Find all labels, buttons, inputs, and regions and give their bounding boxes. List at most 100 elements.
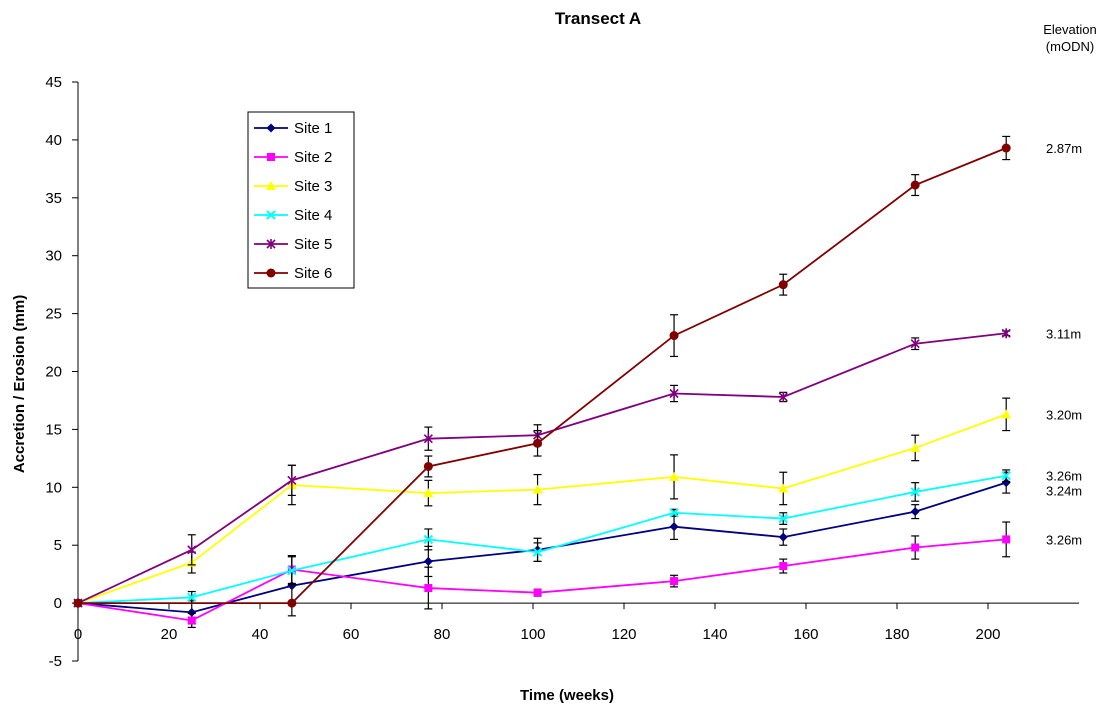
legend-item-site-3: Site 3 [254,178,332,195]
data-point [187,544,197,555]
elevation-label-site-4: 3.26m [1046,469,1082,484]
data-point [669,508,679,518]
elevation-label-site-5: 3.11m [1046,326,1081,341]
legend-label: Site 6 [294,265,332,282]
elevation-label-site-2: 3.26m [1046,532,1082,547]
y-tick-label: 15 [45,421,62,438]
legend-item-site-4: Site 4 [254,207,332,224]
data-point [669,388,679,399]
data-point [1001,471,1011,481]
series-5 [73,328,1011,609]
data-point [187,616,196,625]
plot-area [73,135,1012,629]
series-2 [74,521,1011,629]
legend-item-site-1: Site 1 [254,120,332,137]
data-point [533,438,543,448]
legend-label: Site 4 [294,207,332,224]
legend-item-site-5: Site 5 [254,236,332,253]
x-tick-label: 100 [520,626,545,643]
data-point [187,592,197,603]
y-axis-label: Accretion / Erosion (mm) [11,295,28,473]
x-tick-label: 60 [343,626,360,643]
legend-marker [266,181,276,190]
data-point [423,534,434,545]
data-point [669,522,679,532]
data-point [423,461,433,471]
data-point [778,280,788,290]
elevation-header-line-2: (mODN) [1046,39,1094,54]
series-line [77,332,1007,604]
x-tick-label: 80 [434,626,451,643]
data-point [778,532,788,542]
series-3 [73,397,1012,608]
legend-label: Site 5 [294,236,332,253]
data-point [670,577,679,586]
y-tick-label: 20 [45,364,62,381]
series-4 [73,469,1011,608]
x-tick-label: 160 [793,626,818,643]
data-point [73,598,83,608]
elevation-header-line-1: Elevation [1043,22,1096,37]
data-point [287,565,297,576]
legend-item-site-2: Site 2 [254,149,332,166]
data-point [778,391,788,402]
legend-marker [266,123,276,133]
legend-marker [266,210,276,220]
data-point [910,507,920,517]
data-point [910,180,920,190]
x-tick-label: 140 [702,626,727,643]
legend: Site 1 Site 2 Site 3 Site 4 Site 5 Site 6 [247,111,355,289]
data-point [778,513,788,524]
legend-marker [266,268,276,278]
series-line [78,147,1007,604]
chart-title: Transect A [555,9,641,28]
x-axis-label: Time (weeks) [520,687,614,704]
data-point [1001,409,1012,419]
series-line [77,413,1007,604]
data-point [1001,328,1011,339]
y-tick-label: 35 [45,190,62,207]
data-point [1001,478,1011,488]
data-point [532,484,543,494]
legend-box [247,111,355,289]
y-tick-label: 45 [45,74,62,91]
data-point [423,488,434,498]
x-tick-label: 120 [611,626,636,643]
data-point [911,543,920,552]
data-point [187,607,197,617]
y-tick-label: 10 [45,479,62,496]
legend-marker [267,153,275,161]
data-point [669,471,680,481]
elevation-label-site-6: 2.87m [1046,141,1082,156]
legend-marker [266,239,276,249]
data-point [778,483,789,493]
data-point [533,588,542,597]
data-point [287,475,297,486]
series-6 [73,135,1011,608]
series-1 [73,471,1011,625]
x-tick-label: 180 [884,626,909,643]
x-tick-label: 40 [252,626,269,643]
data-point [1002,535,1011,544]
data-point [532,547,543,557]
series-line [77,474,1007,604]
x-tick-label: 200 [975,626,1000,643]
data-point [424,584,433,593]
data-point [423,433,433,444]
axes: -5 0 5 10 15 20 25 30 35 40 45 0 20 40 60 80 100 120 140 16… [45,74,1079,670]
legend-item-site-6: Site 6 [254,265,332,282]
data-point [287,598,297,608]
y-tick-label: 40 [45,132,62,149]
legend-label: Site 3 [294,178,332,195]
elevation-label-site-1: 3.24m [1046,484,1082,499]
y-tick-label: 25 [45,306,62,323]
legend-label: Site 1 [294,120,332,137]
data-point [1001,143,1011,153]
elevation-label-site-3: 3.20m [1046,407,1082,422]
data-point [423,556,433,566]
y-tick-label: 5 [54,537,62,554]
data-point [910,338,920,349]
legend-label: Site 2 [294,149,332,166]
